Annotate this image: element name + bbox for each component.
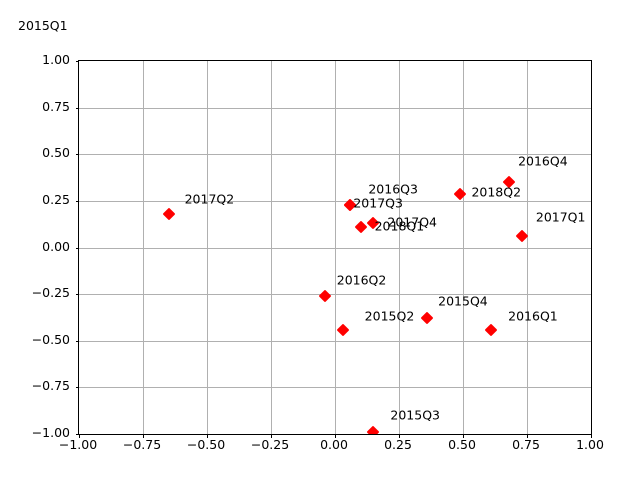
x-tick-mark (207, 434, 208, 438)
data-point-label: 2015Q3 (390, 407, 440, 423)
data-point-marker[interactable] (367, 425, 380, 434)
data-point-label: 2018Q2 (471, 184, 522, 200)
x-tick-label: 1.00 (576, 437, 604, 452)
data-point-marker[interactable] (515, 229, 529, 243)
x-tick-mark (527, 434, 528, 438)
data-point-label: 2018Q1 (374, 218, 425, 234)
data-point-label: 2015Q4 (438, 293, 488, 309)
x-tick-label: −0.75 (122, 437, 162, 452)
y-tick-mark (75, 107, 79, 109)
gridline-horizontal (79, 247, 591, 249)
x-tick-mark (399, 434, 400, 438)
gridline-horizontal (79, 200, 591, 202)
data-point-marker[interactable] (354, 220, 367, 234)
data-point-label: 2016Q3 (368, 181, 418, 197)
data-point-label: 2016Q1 (508, 308, 558, 324)
data-point-marker[interactable] (454, 187, 467, 201)
data-point-marker[interactable] (336, 323, 350, 336)
y-tick-mark (75, 294, 79, 296)
x-tick-mark (591, 434, 592, 438)
plot-area: 2015Q2 2015Q3 2015Q4 2016Q1 2016Q2 2016Q3 2016… (75, 60, 592, 438)
y-tick-mark (75, 247, 79, 249)
x-tick-label: −0.50 (186, 437, 226, 452)
gridline-horizontal (79, 387, 591, 389)
data-point-marker[interactable] (162, 207, 175, 221)
x-tick-mark (143, 434, 144, 438)
chart-title: 2015Q1 (18, 18, 68, 33)
gridline-horizontal (79, 154, 591, 156)
x-tick-label: 0.50 (448, 437, 476, 452)
x-tick-mark (335, 434, 336, 438)
data-point-label: 2016Q4 (518, 153, 568, 169)
data-layer: 2015Q2 2015Q3 2015Q4 2016Q1 2016Q2 2016Q3 2016… (79, 61, 591, 434)
data-point-label: 2015Q2 (364, 308, 415, 324)
y-tick-mark (75, 61, 79, 62)
x-tick-label: 0.25 (384, 437, 412, 452)
data-point-label: 2017Q3 (353, 195, 403, 211)
x-tick-mark (463, 434, 464, 438)
data-point-label: 2017Q4 (387, 214, 437, 230)
gridline-horizontal (79, 107, 591, 109)
y-tick-mark (75, 200, 79, 202)
data-point-marker[interactable] (484, 323, 498, 336)
data-point-marker[interactable] (318, 289, 332, 303)
x-tick-label: −0.25 (250, 437, 290, 452)
x-tick-mark (79, 434, 80, 438)
x-tick-label: −1.00 (58, 437, 98, 452)
y-tick-mark (75, 154, 79, 156)
x-tick-label: 0.75 (512, 437, 540, 452)
data-point-marker[interactable] (420, 311, 434, 325)
x-tick-label: 0.00 (320, 437, 348, 452)
y-tick-mark (75, 434, 79, 435)
x-tick-mark (271, 434, 272, 438)
data-point-label: 2017Q2 (184, 191, 235, 207)
y-tick-mark (75, 387, 79, 389)
gridline-horizontal (79, 340, 591, 342)
gridline-horizontal (79, 294, 591, 296)
data-point-label: 2016Q2 (336, 272, 387, 288)
y-tick-mark (75, 340, 79, 342)
data-point-label: 2017Q1 (535, 209, 586, 225)
